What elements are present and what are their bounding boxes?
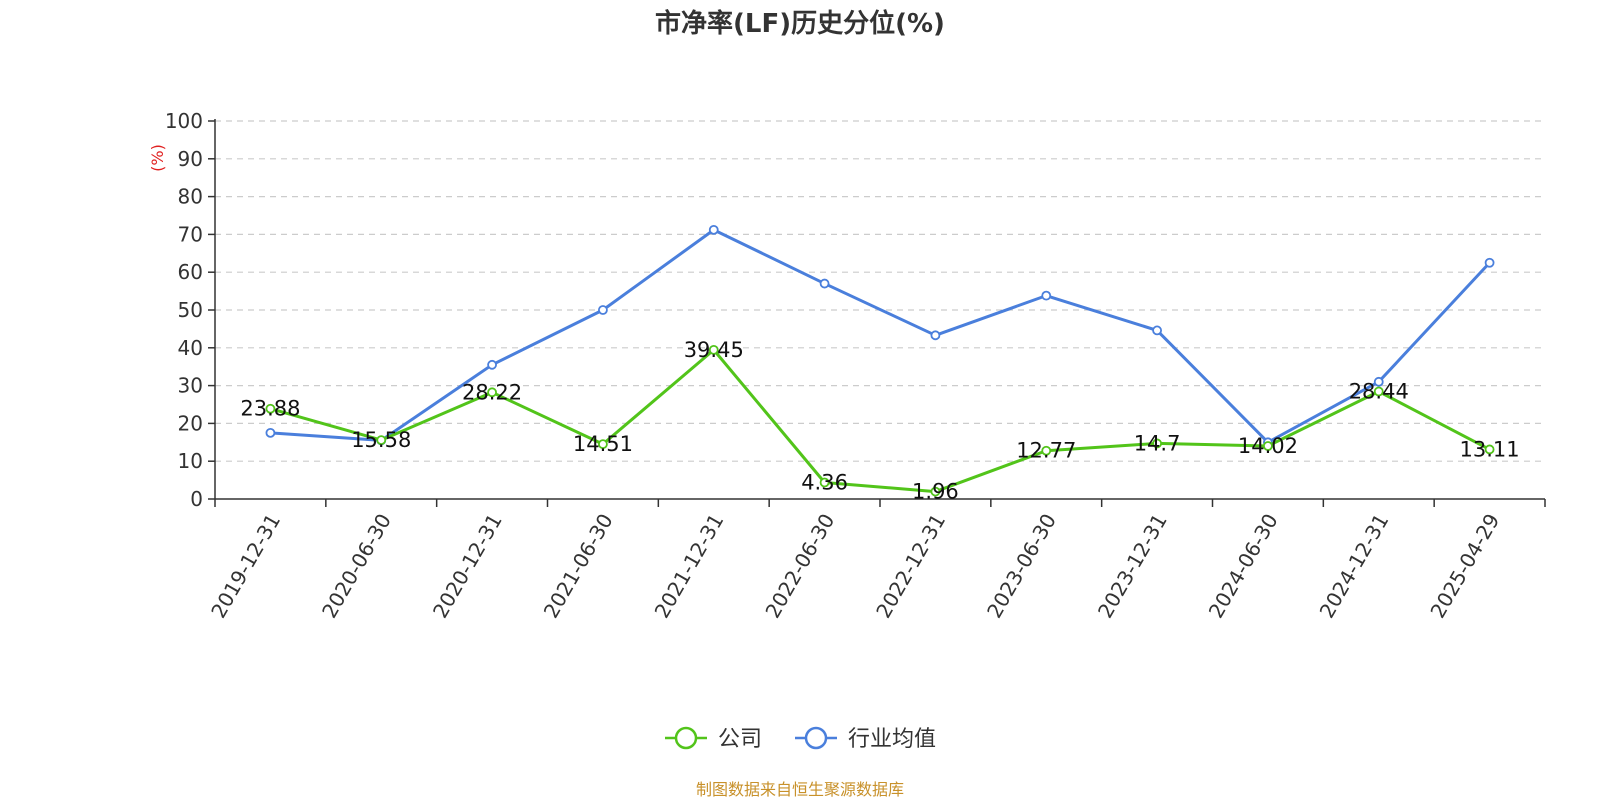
y-axis: 0 10 20 30 40 50 60 70 80 90 100 [165, 109, 216, 511]
data-point-company[interactable] [1041, 445, 1052, 456]
y-tick-label: 80 [178, 185, 203, 209]
x-tick-label: 2020-12-31 [428, 510, 507, 623]
data-point-company[interactable] [1373, 386, 1384, 397]
data-point-company[interactable] [930, 486, 941, 497]
legend[interactable]: 公司 行业均值 [665, 726, 936, 752]
legend-label: 公司 [718, 727, 762, 752]
x-tick-label: 2023-06-30 [982, 510, 1061, 623]
x-tick-label: 2022-12-31 [871, 510, 950, 623]
x-axis: 2019-12-31 2020-06-30 2020-12-31 2021-06-30… [206, 498, 1546, 623]
data-point-industry-avg[interactable] [598, 305, 608, 315]
y-tick-label: 60 [178, 260, 203, 284]
data-point-company[interactable] [376, 435, 387, 446]
data-point-industry-avg[interactable] [487, 359, 497, 370]
data-point-company[interactable] [708, 344, 719, 355]
data-point-company[interactable] [1152, 438, 1162, 449]
legend-label: 行业均值 [848, 727, 936, 752]
x-tick-label: 2021-12-31 [650, 510, 729, 623]
data-label: 13.11 [1460, 437, 1520, 461]
series-line-industry-avg [270, 228, 1491, 444]
y-tick-label: 10 [178, 449, 203, 473]
data-point-industry-avg[interactable] [265, 427, 276, 438]
data-label: 12.77 [1016, 439, 1076, 463]
y-tick-label: 70 [178, 222, 203, 246]
data-point-company[interactable] [487, 387, 497, 398]
data-point-company[interactable] [265, 403, 276, 414]
x-tick-label: 2019-12-31 [206, 510, 285, 623]
x-tick-label: 2022-06-30 [760, 510, 839, 623]
data-point-industry-avg[interactable] [1484, 257, 1495, 268]
source-note: 制图数据来自恒生聚源数据库 [696, 780, 904, 799]
data-label: 28.44 [1349, 379, 1409, 403]
data-label: 28.22 [462, 380, 522, 404]
y-tick-label: 0 [190, 487, 203, 511]
chart-title: 市净率(LF)历史分位(%) [655, 8, 945, 39]
data-label: 39.45 [684, 338, 744, 362]
data-point-company[interactable] [598, 439, 608, 450]
y-tick-label: 90 [178, 147, 203, 171]
x-tick-label: 2024-06-30 [1204, 510, 1283, 623]
legend-item-company[interactable]: 公司 [665, 726, 762, 752]
y-tick-label: 20 [178, 411, 203, 435]
data-label: 23.88 [240, 397, 300, 421]
x-tick-label: 2021-06-30 [539, 510, 618, 623]
data-point-company[interactable] [1263, 441, 1273, 451]
data-label: 15.58 [351, 428, 411, 452]
y-tick-label: 30 [178, 374, 203, 398]
data-point-company[interactable] [1484, 444, 1495, 455]
data-point-industry-avg[interactable] [930, 330, 941, 341]
data-point-company[interactable] [819, 477, 830, 488]
x-tick-label: 2025-04-29 [1425, 510, 1504, 623]
data-labels: 23.88 15.58 28.22 14.51 39.45 4.36 1.96 12.77 14… [240, 338, 1519, 504]
legend-item-industry-avg[interactable]: 行业均值 [795, 726, 936, 752]
data-point-industry-avg[interactable] [1041, 290, 1052, 301]
series-layer [265, 224, 1495, 497]
data-label: 14.7 [1134, 431, 1181, 455]
data-point-industry-avg[interactable] [1152, 325, 1162, 336]
data-label: 14.02 [1238, 434, 1298, 458]
gridlines [215, 120, 1545, 462]
x-tick-label: 2023-12-31 [1093, 510, 1172, 623]
data-label: 4.36 [801, 471, 848, 495]
data-point-industry-avg[interactable] [819, 278, 830, 289]
series-line-company [270, 348, 1491, 494]
legend-marker [804, 726, 828, 750]
y-axis-label: (%) [148, 144, 167, 172]
y-tick-label: 50 [178, 298, 203, 322]
data-point-industry-avg[interactable] [1373, 376, 1384, 387]
y-tick-label: 40 [178, 336, 203, 360]
x-tick-label: 2020-06-30 [317, 510, 396, 623]
y-tick-label: 100 [165, 109, 203, 133]
legend-marker [674, 726, 698, 750]
data-label: 1.96 [912, 480, 959, 504]
x-tick-label: 2024-12-31 [1315, 510, 1394, 623]
data-label: 14.51 [573, 432, 633, 456]
data-point-industry-avg[interactable] [708, 224, 719, 235]
